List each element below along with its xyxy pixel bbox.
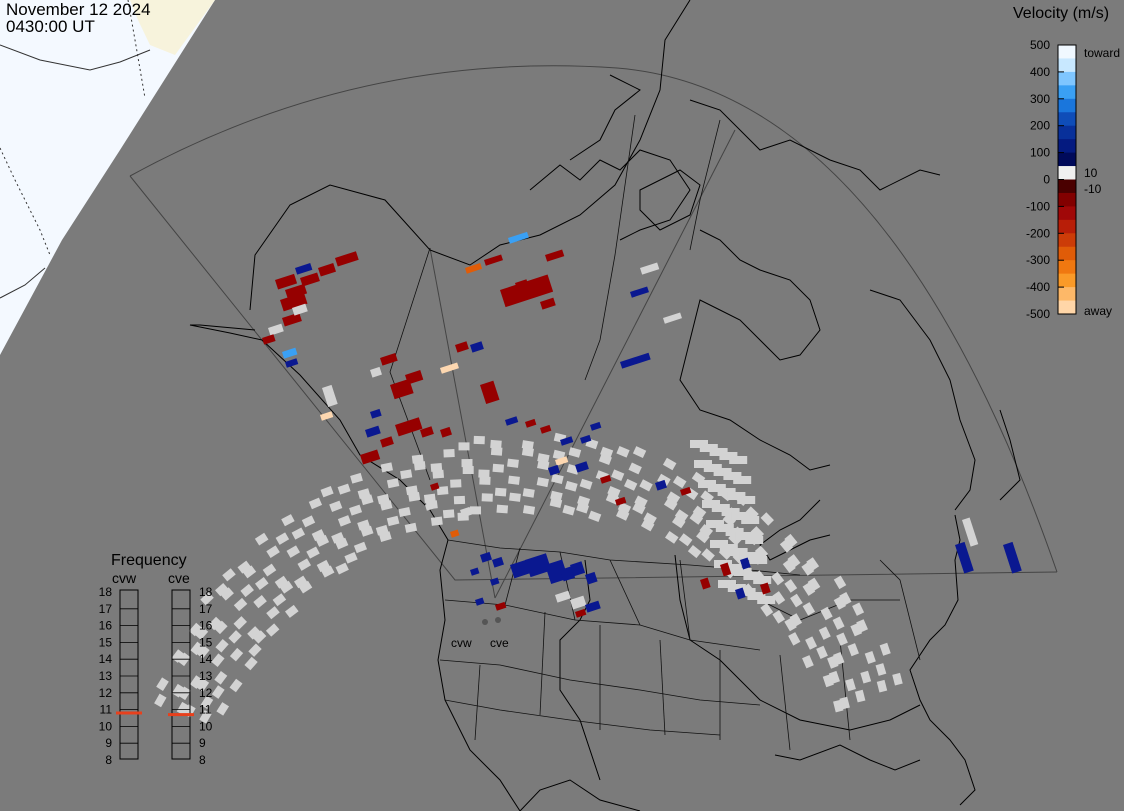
- velocity-tick-label: -100: [1026, 199, 1050, 213]
- frequency-tick-left: 11: [100, 703, 113, 717]
- frequency-tick-left: 9: [105, 736, 112, 750]
- velocity-color-segment: [1058, 246, 1076, 261]
- velocity-tick-label: 0: [1043, 173, 1050, 187]
- velocity-color-segment: [1058, 287, 1076, 302]
- velocity-color-segment: [1058, 273, 1076, 288]
- frequency-tick-right: 10: [199, 719, 213, 733]
- daylight-region: [0, 0, 215, 355]
- velocity-tick-label: 400: [1030, 65, 1050, 79]
- coastlines: [189, 0, 1021, 811]
- frequency-tick-right: 13: [199, 669, 213, 683]
- velocity-tick-label: 200: [1030, 119, 1050, 133]
- velocity-colorbar: 500 400 300 200 100 0 -100 -200 -300 -400 -500 tow…: [1026, 38, 1120, 321]
- station-markers: cvw cve: [451, 617, 509, 650]
- frequency-tick-left: 18: [99, 585, 113, 599]
- frequency-tick-right: 11: [199, 703, 212, 717]
- velocity-tick-label: -400: [1026, 280, 1050, 294]
- velocity-tick-label: -500: [1026, 307, 1050, 321]
- scatter-data: [154, 231, 1022, 724]
- velocity-color-segment: [1058, 192, 1076, 207]
- frequency-title: Frequency: [111, 552, 187, 569]
- fov-outline: [129, 65, 1058, 599]
- frequency-tick-left: 16: [99, 619, 113, 633]
- station-cvw-label: cvw: [451, 636, 472, 650]
- velocity-scale-title: Velocity (m/s): [1013, 5, 1110, 22]
- frequency-cve-label: cve: [168, 570, 190, 586]
- velocity-neg-label: -10: [1084, 182, 1102, 196]
- station-cvw-marker: [482, 619, 488, 625]
- frequency-cvw-label: cvw: [112, 570, 137, 586]
- velocity-color-segment: [1058, 219, 1076, 234]
- velocity-toward-label: toward: [1084, 46, 1120, 60]
- station-cve-marker: [495, 617, 501, 623]
- frequency-cve-bar: [171, 589, 191, 760]
- frequency-tick-right: 14: [199, 652, 213, 666]
- frequency-cvw-bar: [119, 589, 139, 760]
- velocity-color-segment: [1058, 85, 1076, 100]
- velocity-tick-label: 100: [1030, 146, 1050, 160]
- frequency-cve-indicator: [168, 713, 194, 717]
- frequency-tick-left: 10: [99, 719, 113, 733]
- velocity-color-segment: [1058, 260, 1076, 275]
- time-label: 0430:00 UT: [6, 17, 95, 36]
- frequency-tick-right: 18: [199, 585, 213, 599]
- velocity-away-label: away: [1084, 304, 1112, 318]
- frequency-tick-right: 9: [199, 736, 206, 750]
- frequency-tick-right: 12: [199, 686, 213, 700]
- frequency-cvw-indicator: [116, 711, 142, 715]
- frequency-tick-left: 17: [99, 602, 113, 616]
- velocity-color-segment: [1058, 179, 1076, 194]
- velocity-color-segment: [1058, 206, 1076, 221]
- velocity-tick-label: 500: [1030, 38, 1050, 52]
- velocity-color-segment: [1058, 45, 1076, 59]
- velocity-color-segment: [1058, 152, 1076, 167]
- velocity-pos-label: 10: [1084, 166, 1098, 180]
- velocity-color-segment: [1058, 58, 1076, 73]
- velocity-color-segment: [1058, 166, 1076, 180]
- velocity-color-segment: [1058, 125, 1076, 140]
- date-label: November 12 2024: [6, 0, 151, 19]
- frequency-tick-right: 15: [199, 635, 213, 649]
- velocity-color-segment: [1058, 233, 1076, 248]
- station-cve-label: cve: [490, 636, 509, 650]
- frequency-tick-left: 8: [105, 753, 112, 767]
- velocity-color-segment: [1058, 98, 1076, 113]
- velocity-tick-label: -300: [1026, 253, 1050, 267]
- velocity-color-segment: [1058, 71, 1076, 86]
- velocity-color-segment: [1058, 112, 1076, 127]
- frequency-tick-left: 14: [99, 652, 113, 666]
- frequency-tick-left: 13: [99, 669, 113, 683]
- velocity-color-segment: [1058, 139, 1076, 154]
- frequency-tick-right: 16: [199, 619, 213, 633]
- frequency-tick-right: 8: [199, 753, 206, 767]
- velocity-tick-label: 300: [1030, 92, 1050, 106]
- frequency-tick-right: 17: [199, 602, 213, 616]
- frequency-panel: Frequency cvw cve 18 18 17 17 16 16 15 15 14 14 13…: [99, 552, 213, 767]
- frequency-tick-left: 12: [99, 686, 113, 700]
- frequency-tick-left: 15: [99, 635, 113, 649]
- velocity-color-segment: [1058, 300, 1076, 315]
- velocity-tick-label: -200: [1026, 226, 1050, 240]
